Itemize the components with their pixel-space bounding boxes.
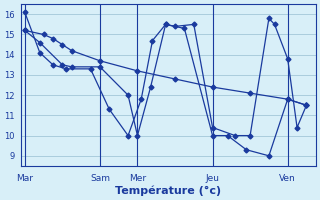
X-axis label: Température (°c): Température (°c) [116, 185, 221, 196]
